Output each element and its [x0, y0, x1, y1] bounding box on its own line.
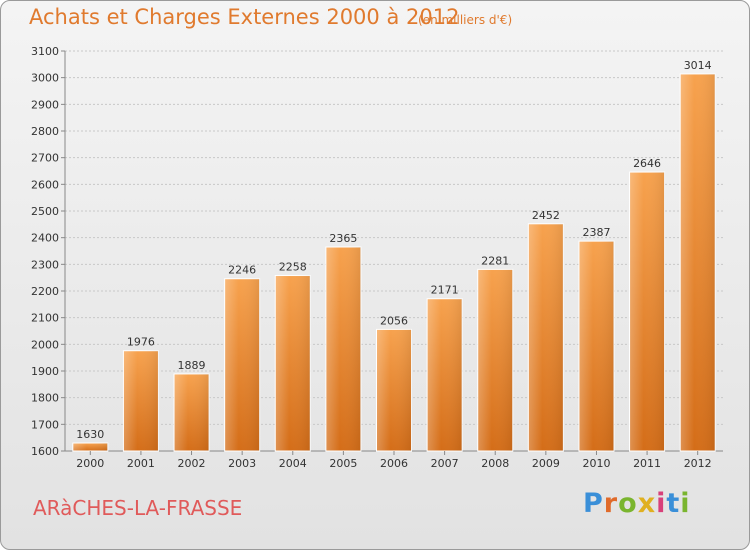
bar-shading: [629, 172, 665, 452]
x-tick-label: 2010: [582, 457, 610, 470]
bar-shading: [72, 443, 108, 451]
y-tick-label: 2900: [31, 98, 59, 111]
bar-shading: [578, 241, 614, 451]
y-tick-label: 2200: [31, 285, 59, 298]
x-tick-label: 2004: [279, 457, 307, 470]
y-tick-label: 2000: [31, 338, 59, 351]
x-tick-label: 2005: [329, 457, 357, 470]
value-label: 2258: [279, 261, 307, 274]
y-tick-label: 2300: [31, 258, 59, 271]
logo-letter: r: [603, 488, 619, 519]
logo-letter: i: [680, 488, 691, 519]
bar-shading: [376, 329, 412, 451]
bars: [72, 73, 716, 452]
bar-shading: [528, 223, 564, 451]
value-label: 2171: [431, 284, 459, 297]
value-label: 2387: [582, 226, 610, 239]
commune-name: ARàCHES-LA-FRASSE: [33, 496, 243, 520]
chart-title: Achats et Charges Externes 2000 à 2012: [29, 5, 460, 29]
y-tick-label: 1800: [31, 392, 59, 405]
logo-letter: i: [656, 488, 667, 519]
value-label: 3014: [684, 59, 712, 72]
value-label: 2056: [380, 314, 408, 327]
x-tick-label: 2009: [532, 457, 560, 470]
value-label: 1889: [178, 359, 206, 372]
proxiti-logo[interactable]: Proxiti: [583, 488, 691, 519]
logo-letter: o: [618, 488, 638, 519]
x-tick-label: 2001: [127, 457, 155, 470]
logo-letter: x: [637, 488, 657, 519]
x-tick-label: 2006: [380, 457, 408, 470]
y-tick-label: 2400: [31, 232, 59, 245]
bar-shading: [325, 247, 361, 451]
bar-shading: [477, 269, 513, 451]
bar-shading: [174, 373, 210, 451]
logo-letter: P: [583, 488, 604, 519]
y-tick-label: 1700: [31, 418, 59, 431]
bar-shading: [680, 73, 716, 451]
value-label: 1630: [76, 428, 104, 441]
x-tick-label: 2007: [431, 457, 459, 470]
y-tick-label: 3000: [31, 72, 59, 85]
value-label: 2452: [532, 209, 560, 222]
value-label: 2365: [329, 232, 357, 245]
x-axis-ticks: 2000 2001 2002 2003 2004 2005 2006 2007 2008 2009…: [76, 451, 712, 470]
y-tick-label: 2500: [31, 205, 59, 218]
x-tick-label: 2002: [178, 457, 206, 470]
y-tick-label: 2800: [31, 125, 59, 138]
bar-shading: [123, 350, 159, 451]
value-label: 2281: [481, 254, 509, 267]
y-tick-label: 1600: [31, 445, 59, 458]
y-axis-ticks: 1600 1700 1800 1900 2000 2100 2200 2300 2400 2500…: [31, 45, 65, 458]
x-tick-label: 2000: [76, 457, 104, 470]
y-tick-label: 2600: [31, 178, 59, 191]
x-tick-label: 2003: [228, 457, 256, 470]
y-tick-label: 2100: [31, 312, 59, 325]
logo-letter: t: [666, 488, 681, 519]
x-tick-label: 2011: [633, 457, 661, 470]
bar-shading: [275, 275, 311, 451]
x-tick-label: 2008: [481, 457, 509, 470]
value-label: 2646: [633, 157, 661, 170]
bar-shading: [427, 298, 463, 451]
y-tick-label: 1900: [31, 365, 59, 378]
y-tick-label: 2700: [31, 152, 59, 165]
chart-subtitle: (en milliers d'€): [418, 13, 513, 27]
y-tick-label: 3100: [31, 45, 59, 58]
x-tick-label: 2012: [684, 457, 712, 470]
bar-shading: [224, 278, 260, 451]
value-label: 2246: [228, 264, 256, 277]
value-label: 1976: [127, 336, 155, 349]
value-labels: 1630 1976 1889 2246 2258 2365 2056 2171 2281 2452…: [76, 59, 711, 441]
